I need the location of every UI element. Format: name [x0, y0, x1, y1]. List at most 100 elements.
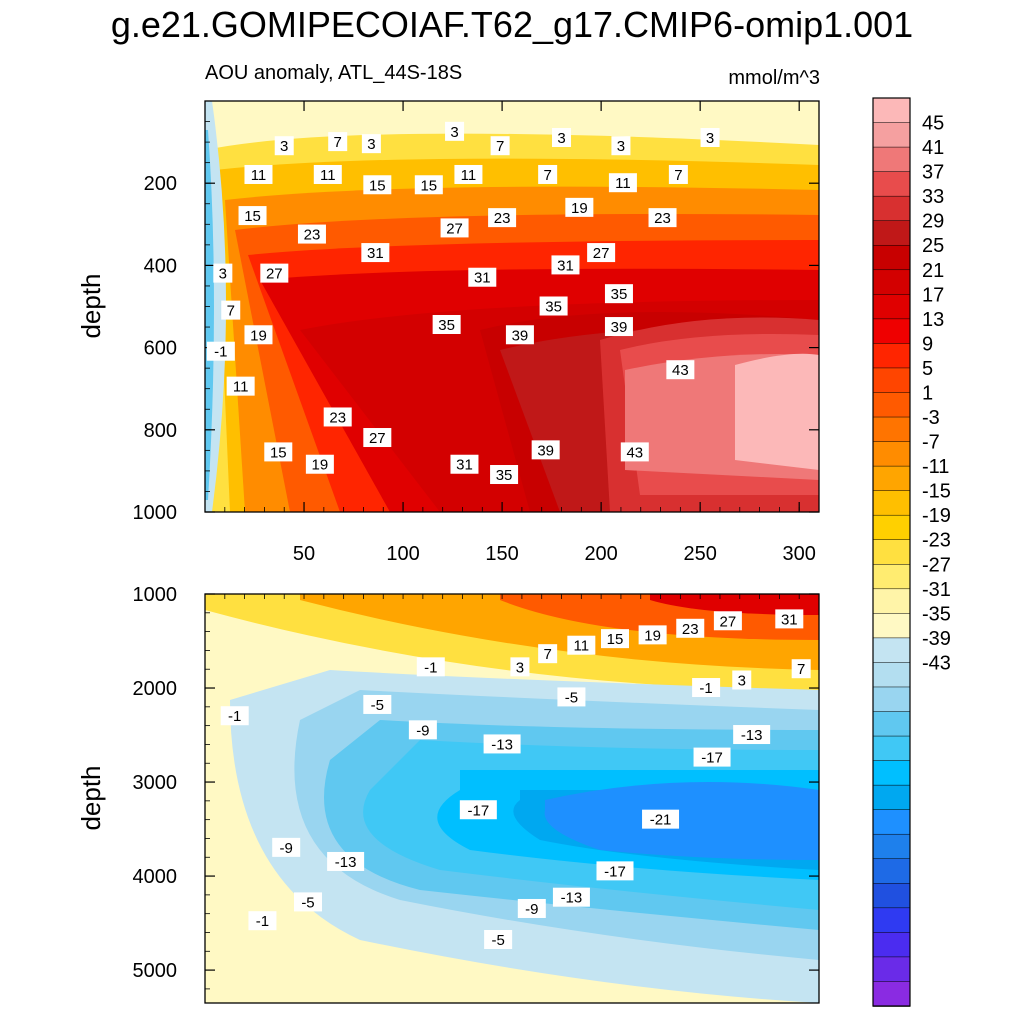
- contour-label: -5: [301, 894, 314, 911]
- colorbar-swatch: [872, 833, 911, 860]
- contour-label: 3: [738, 673, 746, 690]
- contour-label: 19: [250, 327, 267, 344]
- contour-label: -9: [525, 901, 538, 918]
- colorbar-swatch: [872, 809, 911, 835]
- contour-label-box: [510, 657, 530, 677]
- colorbar-tick-label: 45: [922, 113, 944, 135]
- lower-y-axis-label: depth: [76, 765, 106, 830]
- contour-label: -13: [491, 736, 513, 753]
- contour-label: 11: [233, 379, 249, 396]
- contour-label: 3: [280, 138, 288, 155]
- contour-label-box: [484, 930, 513, 950]
- contour-label: 23: [682, 621, 699, 638]
- contour-label: 7: [674, 167, 682, 184]
- contour-label: -5: [491, 932, 504, 949]
- colorbar-swatch: [872, 932, 911, 958]
- contour-label: -9: [416, 722, 429, 739]
- contour-label: 35: [496, 467, 513, 484]
- colorbar-swatch: [872, 686, 911, 713]
- contour-label: -17: [467, 802, 489, 819]
- contour-label: 11: [615, 175, 631, 192]
- upper-y-tick-label: 200: [144, 173, 177, 195]
- contour-label-box: [297, 224, 326, 244]
- colorbar-tick-label: 41: [922, 137, 944, 159]
- colorbar-tick-label: -7: [922, 432, 940, 454]
- contour-label-box: [313, 164, 342, 184]
- colorbar-swatch: [872, 784, 911, 811]
- contour-label: 35: [438, 317, 455, 334]
- colorbar-swatch: [872, 760, 911, 786]
- contour-label: 31: [781, 611, 798, 628]
- contour-label-box: [274, 136, 294, 156]
- upper-y-tick-label: 1000: [133, 502, 178, 524]
- upper-x-tick-label: 100: [386, 543, 419, 565]
- contour-label: 7: [543, 167, 551, 184]
- colorbar-swatch: [872, 392, 911, 418]
- contour-label: 23: [654, 210, 671, 227]
- colorbar-swatch: [872, 883, 911, 909]
- contour-label-box: [557, 687, 586, 707]
- contour-label-box: [620, 442, 649, 462]
- upper-x-tick-label: 250: [683, 543, 716, 565]
- contour-label: -17: [604, 863, 626, 880]
- contour-label: 11: [461, 167, 477, 184]
- colorbar-frame: [872, 97, 911, 1007]
- upper-y-tick-label: 600: [144, 338, 177, 360]
- contour-label-box: [432, 314, 461, 334]
- contour-label-box: [213, 263, 233, 283]
- contour-label: 23: [304, 227, 321, 244]
- contour-label-box: [490, 465, 519, 485]
- colorbar-swatch: [872, 981, 911, 1007]
- colorbar-tick-label: 37: [922, 162, 944, 184]
- contour-label-box: [791, 659, 811, 679]
- contour-label-box: [552, 127, 572, 147]
- colorbar-tick-label: 9: [922, 333, 933, 355]
- contour-label: 7: [543, 646, 551, 663]
- contour-label-box: [305, 454, 334, 474]
- contour-label: 7: [797, 661, 805, 678]
- colorbar-swatch: [872, 220, 911, 246]
- contour-label: 7: [496, 138, 504, 155]
- contour-label-box: [604, 317, 633, 337]
- upper-x-tick-label: 200: [584, 543, 617, 565]
- contour-label-box: [361, 243, 390, 263]
- contour-label-box: [221, 300, 241, 320]
- contour-label-box: [414, 175, 443, 195]
- contour-label-box: [327, 851, 365, 871]
- colorbar-swatch: [872, 956, 911, 983]
- contour-label-box: [363, 694, 392, 714]
- contour-label-box: [604, 284, 633, 304]
- upper-y-tick-label: 400: [144, 255, 177, 277]
- contour-label: 3: [557, 130, 565, 147]
- contour-label-box: [648, 208, 677, 228]
- colorbar-swatch: [872, 269, 911, 296]
- upper-x-tick-label: 300: [783, 543, 816, 565]
- lower-y-tick-label: 3000: [133, 772, 178, 794]
- contour-label-box: [248, 911, 277, 931]
- lower-plot-frame: [204, 593, 820, 1004]
- colorbar-swatch: [872, 416, 911, 443]
- contour-label: 11: [574, 638, 590, 655]
- contour-label: 3: [367, 136, 375, 153]
- contour-label: 3: [450, 124, 458, 141]
- contour-label: 11: [320, 167, 336, 184]
- colorbar-tick-label: 17: [922, 284, 944, 306]
- contour-label: -1: [228, 708, 241, 725]
- contour-label: 27: [593, 245, 610, 262]
- contour-label: -13: [335, 854, 357, 871]
- contour-label-box: [488, 208, 517, 228]
- contour-label-box: [552, 887, 590, 907]
- colorbar-swatch: [872, 318, 911, 345]
- contour-label-box: [264, 442, 293, 462]
- colorbar-tick-label: 1: [922, 382, 933, 404]
- contour-label-box: [567, 635, 596, 655]
- colorbar-tick-label: 21: [922, 260, 944, 282]
- contour-label: 31: [557, 257, 574, 274]
- colorbar-swatch: [872, 564, 911, 590]
- contour-label-box: [323, 407, 352, 427]
- contour-label-box: [244, 325, 273, 345]
- colorbar-swatch: [872, 367, 911, 394]
- contour-label-box: [206, 341, 235, 361]
